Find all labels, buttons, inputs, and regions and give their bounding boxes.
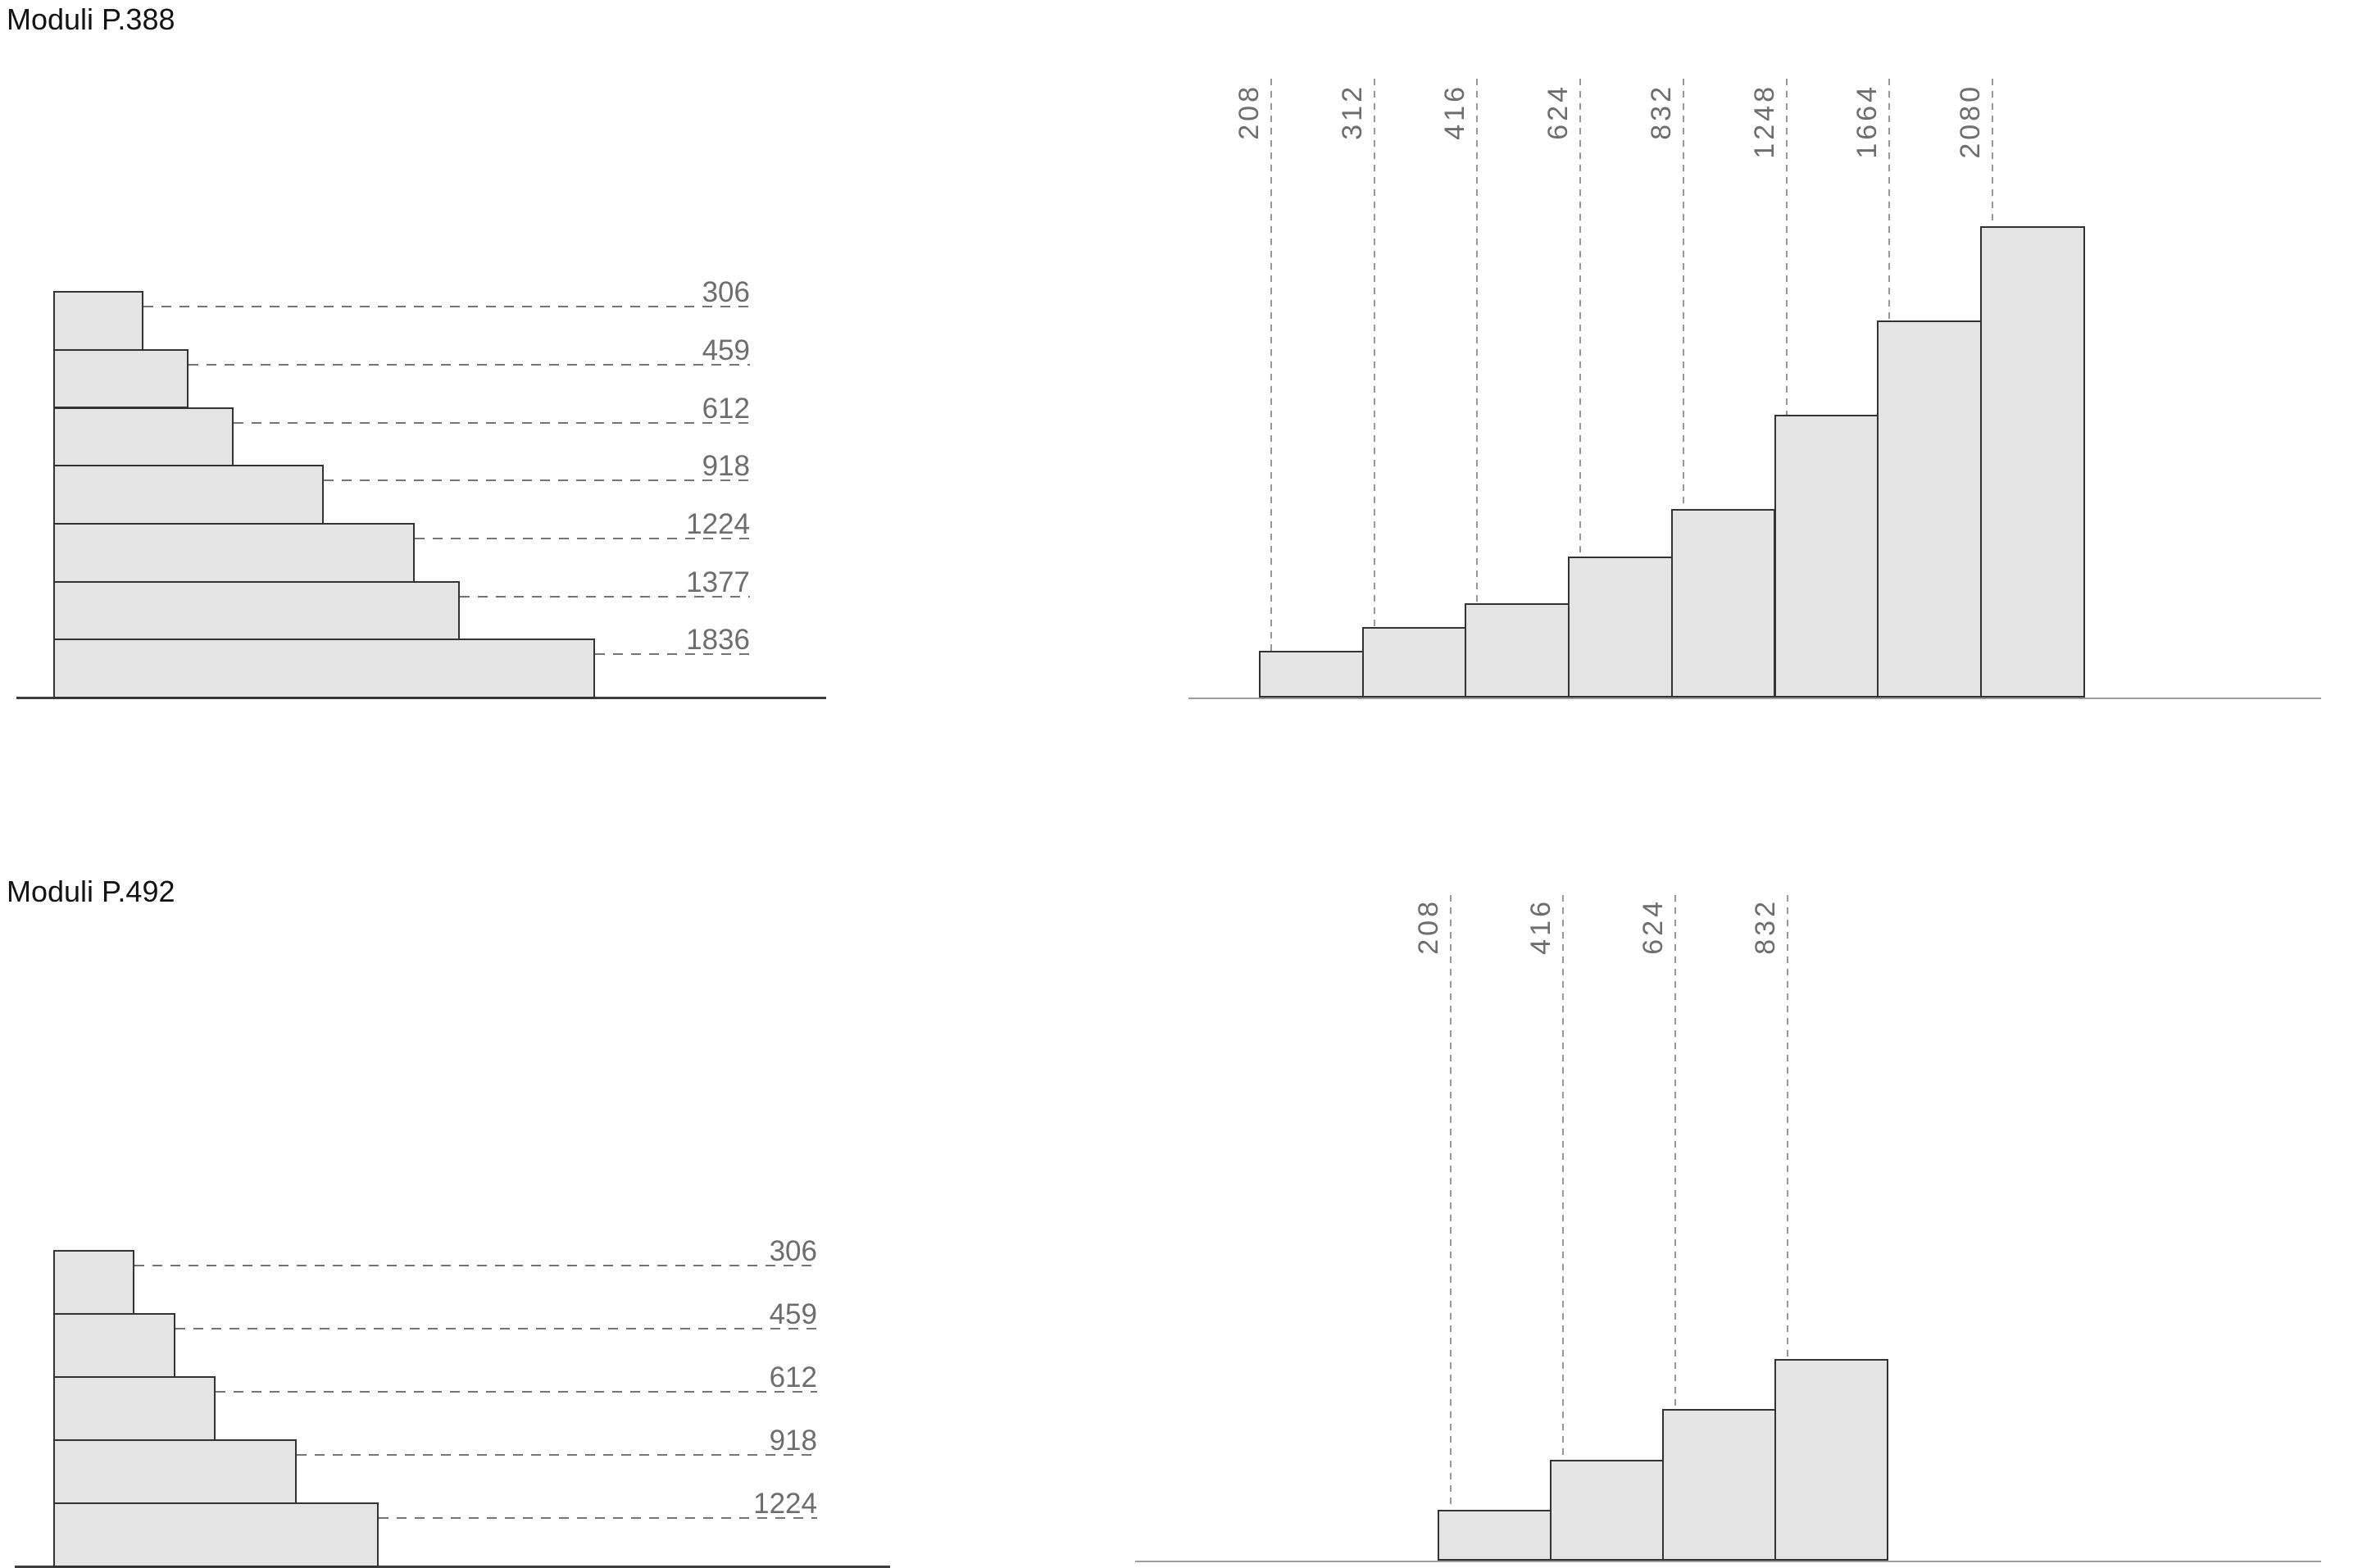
leader-line-459 <box>175 1328 817 1329</box>
value-label-459: 459 <box>702 334 750 366</box>
guide-line-624 <box>1674 895 1676 1410</box>
guide-line-416 <box>1476 79 1479 604</box>
bar-1224 <box>53 1502 379 1567</box>
leader-line-918 <box>324 479 750 482</box>
bar-832 <box>1774 1358 1888 1561</box>
guide-line-208 <box>1270 79 1272 651</box>
value-label-208: 208 <box>1413 898 1444 955</box>
guide-line-832 <box>1787 895 1788 1359</box>
bar-918 <box>53 1439 298 1504</box>
value-label-1836: 1836 <box>686 624 750 657</box>
bar-416 <box>1550 1459 1664 1561</box>
chart-title-moduli-p492: Moduli P.492 <box>7 875 175 908</box>
bar-1377 <box>53 580 460 641</box>
leader-line-612 <box>216 1391 817 1393</box>
leader-line-918 <box>297 1454 817 1456</box>
guide-line-832 <box>1682 79 1684 510</box>
bar-306 <box>53 1250 135 1315</box>
value-label-1377: 1377 <box>686 566 750 598</box>
bar-208 <box>1259 650 1364 698</box>
leader-line-306 <box>143 306 750 308</box>
value-label-918: 918 <box>769 1425 817 1457</box>
value-label-612: 612 <box>769 1361 817 1393</box>
axis-line <box>1135 1561 2321 1562</box>
guide-line-416 <box>1562 895 1564 1460</box>
leader-line-612 <box>234 421 750 424</box>
bar-459 <box>53 348 189 409</box>
bar-832 <box>1670 509 1776 698</box>
bar-2080 <box>1979 226 2085 698</box>
leader-line-1224 <box>378 1517 817 1519</box>
value-label-306: 306 <box>769 1235 817 1267</box>
value-label-306: 306 <box>702 276 750 309</box>
bar-312 <box>1361 626 1467 698</box>
bar-416 <box>1465 603 1570 698</box>
guide-line-1248 <box>1785 79 1788 416</box>
value-label-459: 459 <box>769 1298 817 1330</box>
bar-1248 <box>1774 415 1879 698</box>
axis-line <box>1188 698 2321 699</box>
bar-612 <box>53 407 234 467</box>
leader-line-306 <box>134 1265 817 1266</box>
guide-line-1664 <box>1888 79 1891 321</box>
leader-line-1836 <box>594 653 750 656</box>
value-label-624: 624 <box>1638 898 1669 955</box>
guide-line-208 <box>1450 895 1452 1511</box>
value-label-832: 832 <box>1750 898 1781 955</box>
chart-title-moduli-p388: Moduli P.388 <box>7 2 175 36</box>
bar-918 <box>53 465 325 525</box>
value-label-918: 918 <box>702 450 750 483</box>
bar-208 <box>1438 1510 1552 1561</box>
guide-line-624 <box>1579 79 1582 557</box>
guide-line-2080 <box>1991 79 1993 227</box>
guide-line-312 <box>1373 79 1375 627</box>
leader-line-1377 <box>459 595 750 598</box>
value-label-612: 612 <box>702 392 750 425</box>
value-label-1224: 1224 <box>753 1488 817 1520</box>
bar-624 <box>1662 1409 1776 1561</box>
bar-1836 <box>53 639 595 698</box>
leader-line-459 <box>189 363 750 366</box>
leader-line-1224 <box>414 537 750 539</box>
value-label-416: 416 <box>1525 898 1556 955</box>
value-label-1224: 1224 <box>686 507 750 540</box>
axis-line <box>15 1566 890 1568</box>
